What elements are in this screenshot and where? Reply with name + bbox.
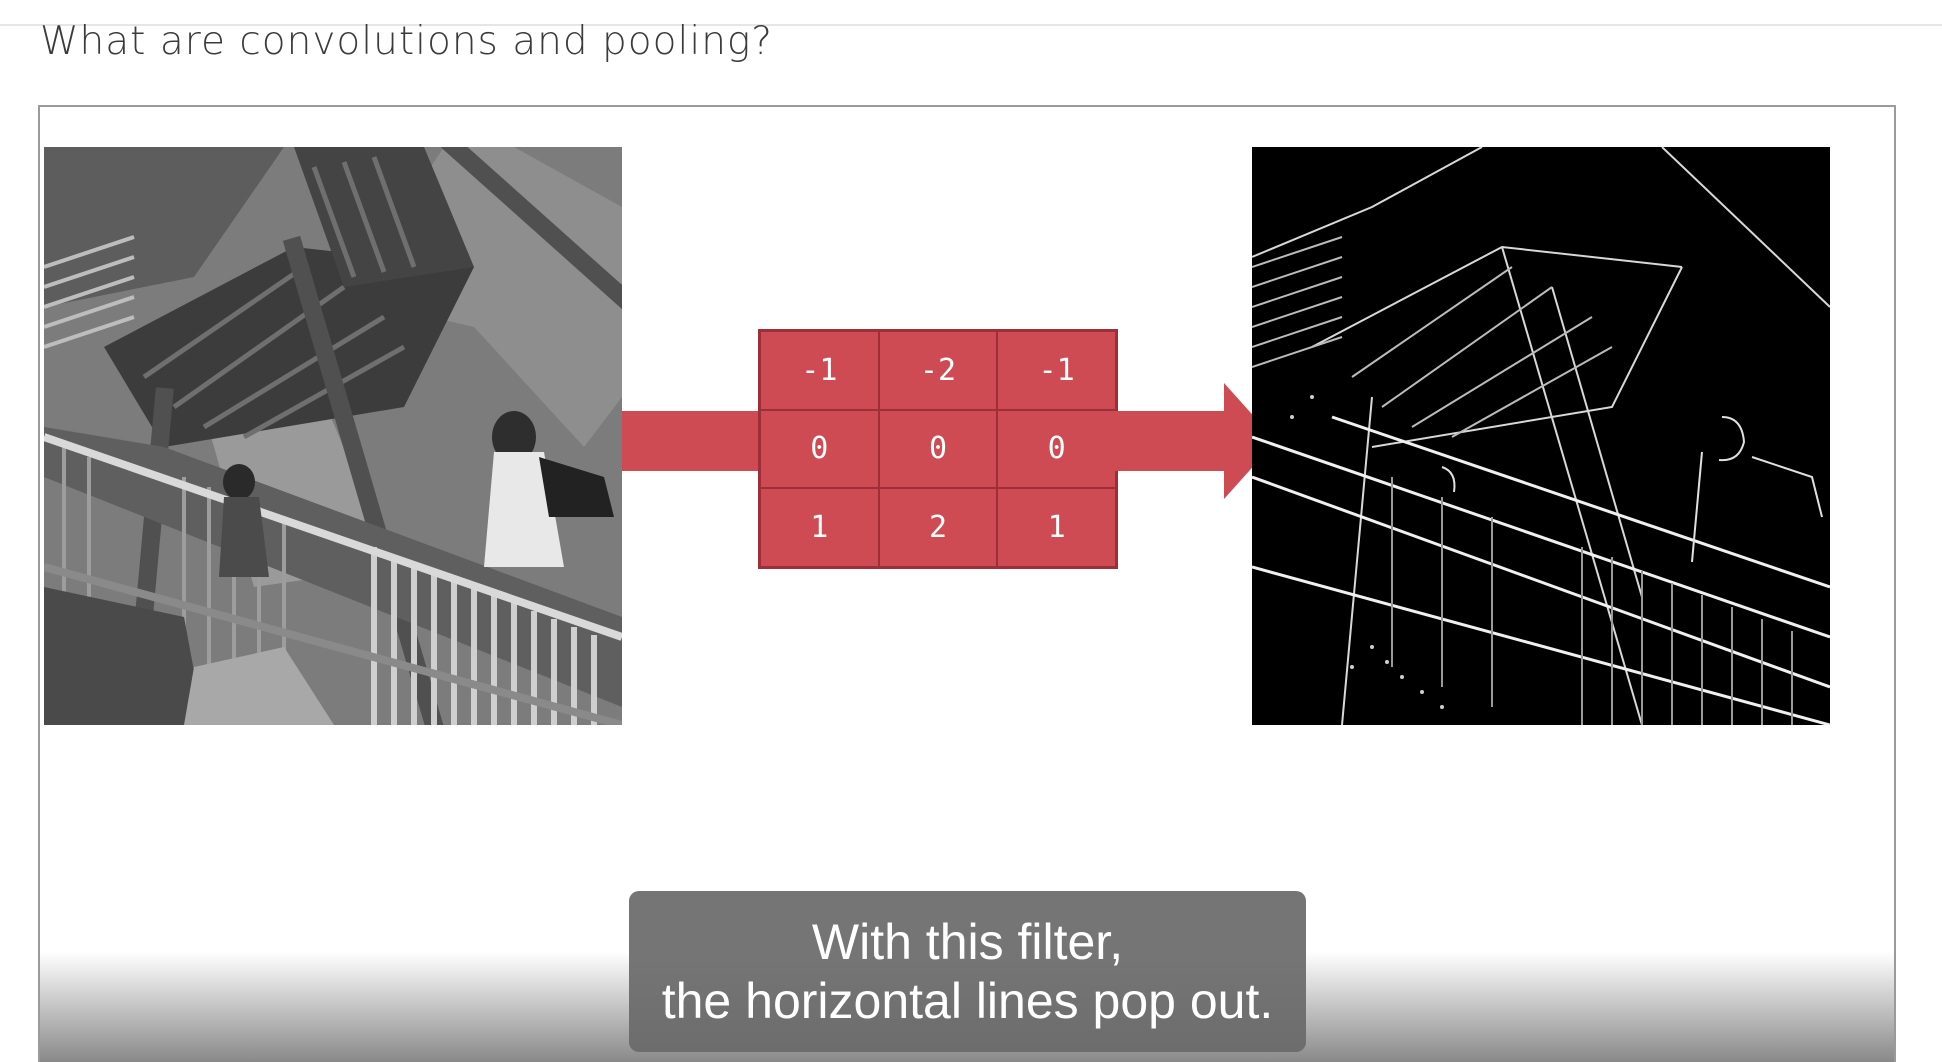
caption-line: With this filter,	[811, 913, 1124, 970]
page-title: What are convolutions and pooling?	[40, 19, 774, 64]
filter-cell: 2	[878, 488, 998, 567]
convolution-filter-grid: -1 -2 -1 0 0 0 1 2 1	[758, 329, 1118, 569]
filter-cell: -1	[760, 331, 879, 410]
caption-line: the horizontal lines pop out.	[661, 972, 1274, 1029]
top-divider	[0, 24, 1942, 26]
filter-cell: -2	[878, 331, 998, 410]
filter-cell: 0	[997, 409, 1116, 489]
filter-cell: -1	[997, 331, 1116, 410]
filter-cell: 0	[878, 409, 998, 489]
filter-cell: 0	[760, 409, 879, 489]
output-arrow	[1114, 383, 1276, 499]
input-image	[44, 147, 622, 725]
filtered-output-image	[1252, 147, 1830, 725]
filter-cell: 1	[997, 488, 1116, 567]
video-caption: With this filter, the horizontal lines p…	[629, 891, 1306, 1052]
filter-cell: 1	[760, 488, 879, 567]
input-arrow	[622, 411, 762, 471]
